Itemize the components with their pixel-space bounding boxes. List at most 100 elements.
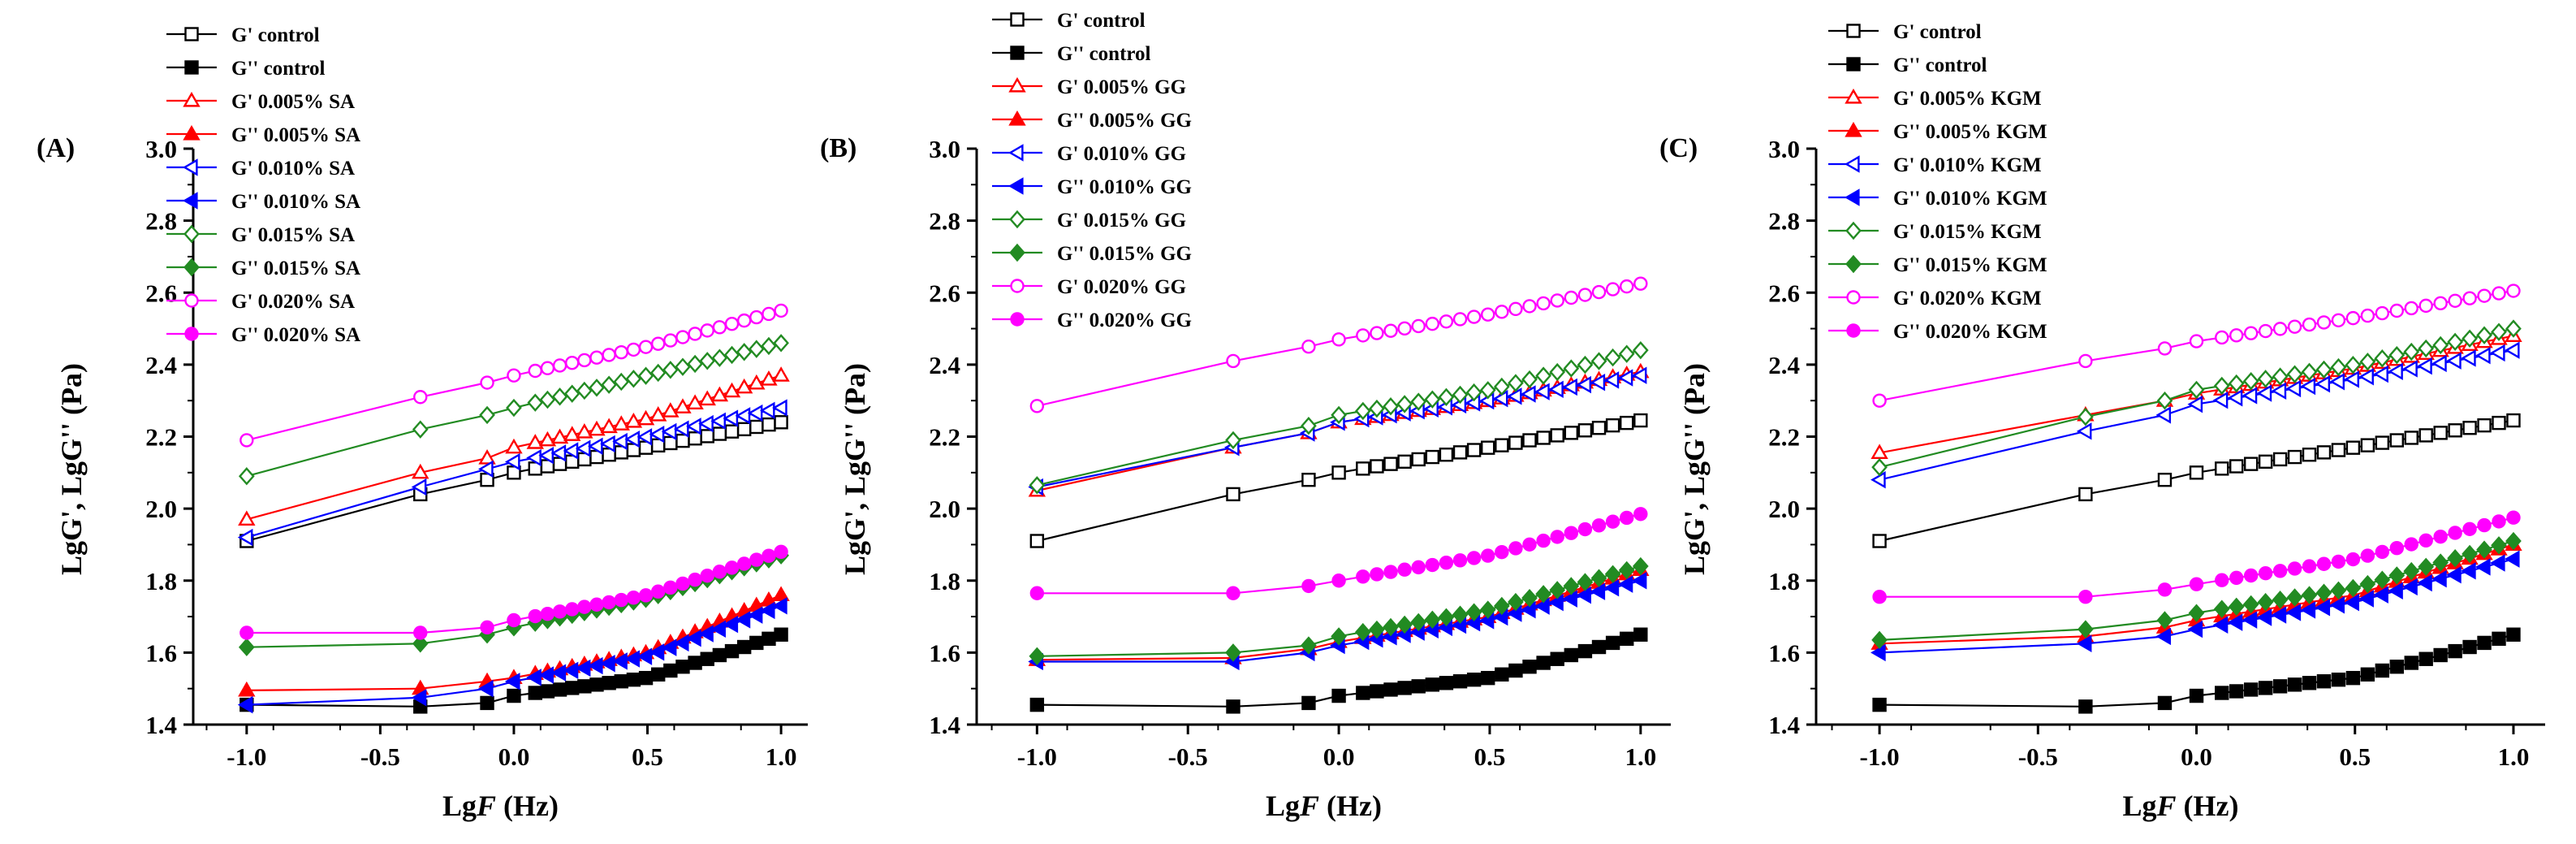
- data-point: [2375, 544, 2390, 560]
- data-point: [773, 334, 789, 353]
- data-point: [2078, 487, 2093, 502]
- data-point: [1576, 375, 1592, 394]
- data-point: [1396, 615, 1413, 634]
- data-point: [650, 584, 666, 599]
- legend-entry: G' control: [166, 24, 320, 46]
- data-point: [552, 682, 567, 697]
- data-point: [614, 592, 628, 608]
- data-point: [1452, 385, 1469, 405]
- data-point: [1354, 401, 1371, 421]
- legend-entry: G'' 0.005% GG: [992, 110, 1192, 132]
- data-point: [1618, 344, 1635, 363]
- data-point: [1548, 380, 1564, 398]
- data-point: [747, 404, 763, 422]
- data-point: [2389, 303, 2404, 318]
- data-point: [1577, 423, 1593, 438]
- data-point: [2505, 319, 2522, 338]
- y-tick-label: 1.6: [929, 638, 960, 667]
- y-tick-label: 2.8: [929, 207, 960, 236]
- data-point: [2243, 326, 2259, 340]
- data-point: [526, 448, 542, 467]
- data-point: [1604, 565, 1621, 584]
- data-point: [2258, 323, 2273, 339]
- data-point: [674, 398, 692, 413]
- data-point: [2228, 374, 2245, 393]
- data-point: [1029, 399, 1045, 413]
- data-point: [760, 370, 778, 386]
- data-point: [589, 597, 604, 612]
- data-point: [2329, 373, 2345, 391]
- data-point: [1620, 415, 1634, 431]
- data-point: [2331, 313, 2346, 327]
- data-point: [2389, 541, 2404, 556]
- data-point: [2187, 620, 2203, 638]
- legend-label: G' control: [231, 24, 320, 46]
- legend-label: G'' control: [231, 58, 326, 80]
- data-point: [2461, 349, 2476, 367]
- data-point: [1633, 413, 1648, 428]
- x-tick-label: -1.0: [227, 742, 266, 771]
- data-point: [1549, 581, 1566, 599]
- data-point: [2242, 372, 2259, 391]
- data-point: [1520, 600, 1536, 619]
- data-point: [2302, 448, 2317, 462]
- data-point: [2462, 421, 2477, 435]
- data-point: [650, 667, 666, 682]
- data-point: [2242, 387, 2258, 405]
- data-point: [1577, 522, 1593, 537]
- data-point: [538, 431, 557, 447]
- data-point: [762, 548, 776, 563]
- data-point: [507, 612, 521, 628]
- data-point: [2228, 597, 2245, 617]
- data-point: [1301, 472, 1316, 487]
- legend-label: G'' 0.020% SA: [231, 324, 360, 346]
- legend-marker: [1845, 221, 1862, 240]
- data-point: [1301, 636, 1317, 655]
- data-point: [2418, 557, 2435, 576]
- y-tick-label: 2.2: [145, 423, 177, 452]
- data-point: [2505, 531, 2522, 551]
- y-tick-label: 3.0: [929, 135, 960, 163]
- legend-entry: G'' 0.010% GG: [992, 176, 1192, 198]
- data-point: [1564, 290, 1579, 305]
- data-point: [2418, 339, 2435, 358]
- data-point: [1520, 385, 1536, 403]
- data-point: [626, 591, 641, 605]
- data-point: [712, 647, 727, 663]
- data-point: [2272, 591, 2289, 609]
- data-point: [1466, 309, 1482, 324]
- data-point: [1577, 573, 1594, 591]
- data-point: [699, 352, 716, 370]
- data-point: [688, 656, 702, 670]
- data-point: [1452, 674, 1468, 689]
- legend-label: G'' 0.005% GG: [1057, 110, 1192, 132]
- x-axis-label: LgF (Hz): [2123, 790, 2239, 822]
- data-point: [528, 608, 542, 624]
- data-point: [650, 336, 666, 351]
- data-point: [237, 695, 253, 714]
- data-point: [723, 409, 739, 427]
- data-point: [749, 635, 764, 651]
- y-tick-label: 1.8: [929, 567, 960, 595]
- data-point: [238, 510, 256, 526]
- data-point: [613, 372, 630, 392]
- data-point: [1438, 387, 1455, 407]
- data-point: [2272, 679, 2288, 694]
- data-point: [698, 390, 716, 406]
- data-point: [2315, 360, 2332, 379]
- data-point: [2315, 583, 2332, 602]
- data-point: [2227, 613, 2243, 631]
- legend-marker: [183, 91, 201, 107]
- legend-label: G'' 0.015% KGM: [1893, 254, 2047, 276]
- data-point: [539, 390, 556, 409]
- data-point: [2489, 554, 2505, 572]
- y-axis-label: LgG', LgG'' (Pa): [1678, 363, 1711, 575]
- data-point: [1452, 553, 1468, 568]
- x-tick-label: 1.0: [2498, 742, 2530, 771]
- data-point: [638, 670, 654, 686]
- legend-label: G'' 0.005% KGM: [1893, 121, 2047, 143]
- data-point: [736, 422, 752, 437]
- data-point: [1493, 596, 1510, 616]
- y-tick-label: 1.8: [1768, 567, 1800, 595]
- x-tick-label: 1.0: [1625, 742, 1656, 771]
